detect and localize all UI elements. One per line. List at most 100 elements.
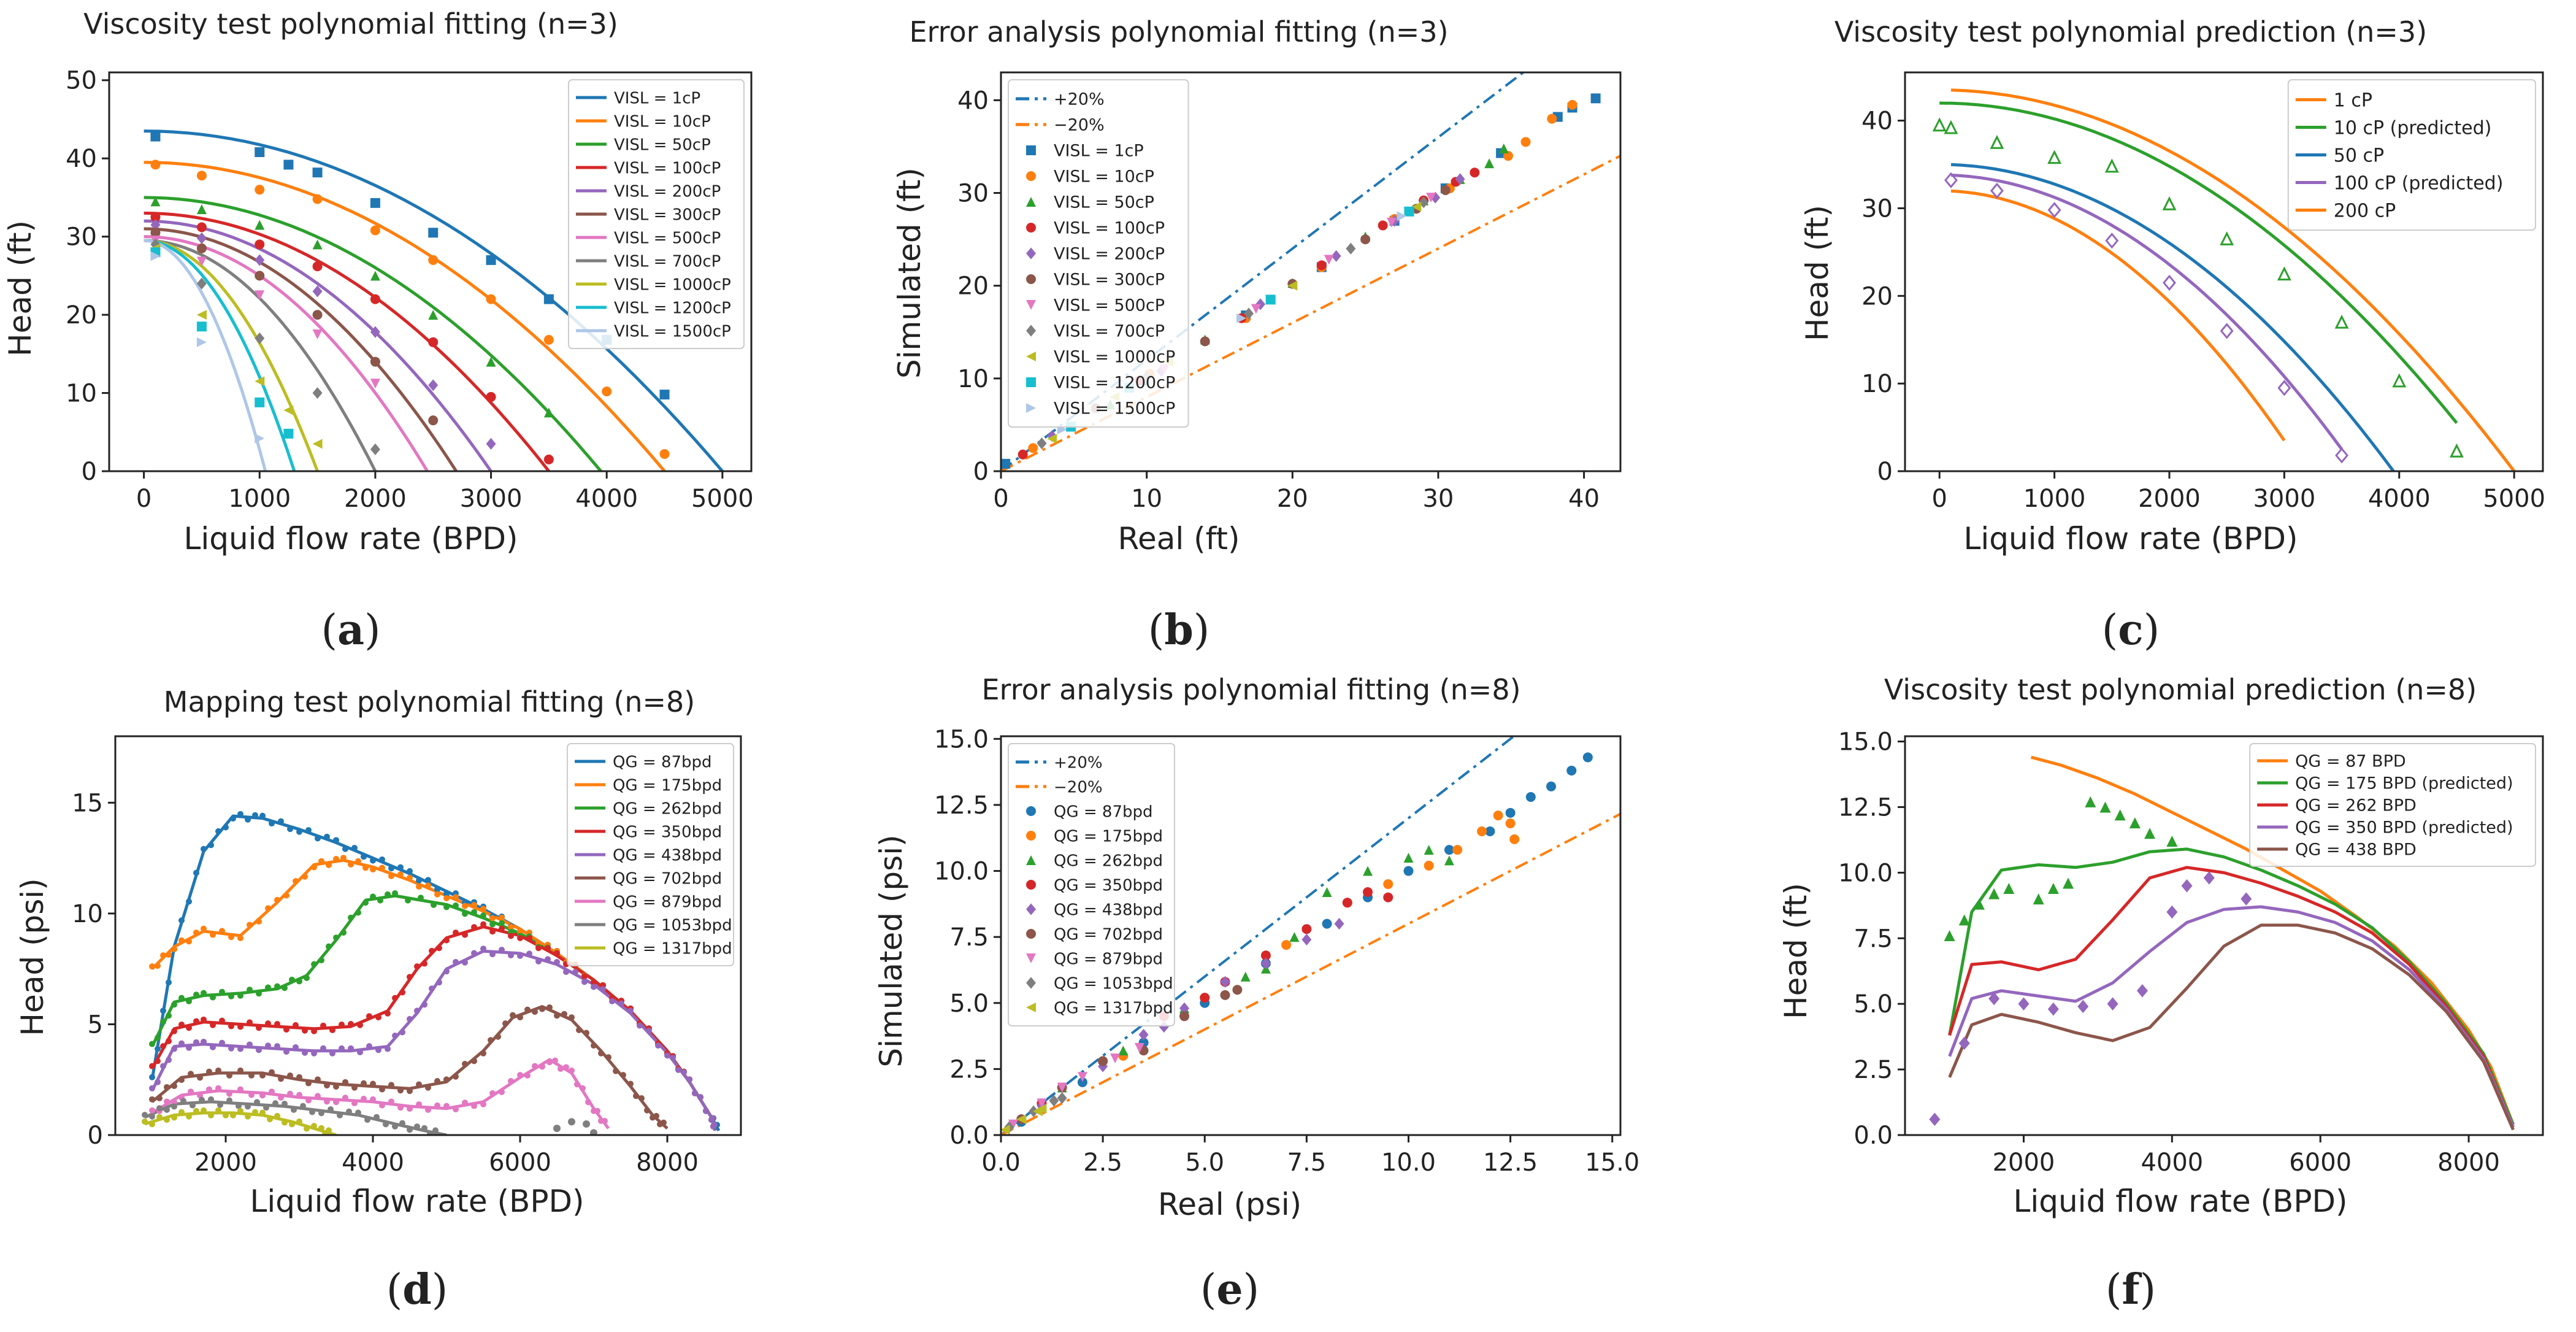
data-point (1485, 826, 1495, 836)
data-point (1567, 99, 1577, 110)
panel-title: Viscosity test polynomial prediction (n=… (1884, 673, 2477, 706)
data-point (379, 1102, 385, 1109)
legend-label: VISL = 1cP (1054, 142, 1144, 161)
data-point (255, 185, 265, 195)
data-point (1988, 991, 2000, 1006)
data-point (265, 1020, 271, 1027)
data-point (201, 845, 207, 852)
data-point (421, 1125, 427, 1131)
data-point (428, 337, 439, 347)
data-point (287, 826, 293, 833)
legend: 1 cP 10 cP (predicted) 50 cP 100 cP (predic… (2287, 79, 2537, 231)
data-point (434, 1078, 440, 1085)
series-line (144, 211, 550, 471)
data-point (2203, 871, 2215, 885)
data-point (1498, 143, 1509, 153)
data-point (346, 1108, 352, 1115)
y-tick-label: 10 (72, 900, 103, 928)
data-point (283, 405, 294, 415)
data-point (245, 1113, 251, 1120)
data-point (480, 1101, 486, 1107)
data-point (228, 1023, 234, 1030)
data-point (302, 873, 308, 880)
data-point (407, 1015, 413, 1022)
data-point (489, 951, 496, 958)
data-point (471, 1103, 477, 1109)
data-point (428, 415, 439, 426)
legend: +20% −20% QG = 87bpd QG = 175bpd QG = 262bpd… (1008, 743, 1175, 1026)
data-point (291, 1106, 297, 1113)
y-tick-label: 10 (957, 365, 989, 393)
data-point (274, 983, 280, 990)
data-point (355, 858, 361, 864)
x-tick-label: 2000 (344, 485, 407, 513)
data-point (324, 833, 330, 840)
axes-frame (108, 71, 753, 472)
y-tick-label: 10 (1861, 370, 1893, 398)
legend-label: QG = 879bpd (1054, 950, 1163, 968)
data-point (517, 1014, 523, 1021)
data-point (1244, 307, 1254, 320)
data-point (342, 845, 348, 852)
data-point (2047, 150, 2062, 164)
data-point (480, 945, 486, 952)
data-point (196, 277, 207, 290)
data-point (399, 1029, 405, 1036)
data-point (627, 1080, 634, 1087)
legend-box (1008, 743, 1175, 1026)
data-point (1455, 173, 1465, 185)
legend-label: VISL = 500cP (1054, 296, 1165, 315)
data-point (495, 1033, 501, 1040)
data-point (414, 1123, 420, 1130)
data-point (590, 1129, 597, 1135)
panel-title: Viscosity test polynomial fitting (n=3) (83, 7, 618, 40)
data-point (388, 1098, 394, 1105)
data-point (443, 904, 450, 910)
axes-frame (1904, 735, 2544, 1136)
data-point (517, 928, 523, 935)
series-line (2030, 755, 2515, 1125)
x-tick-label: 0.0 (981, 1149, 1021, 1177)
data-point (237, 1045, 243, 1052)
x-tick-label: 20 (1277, 485, 1308, 513)
x-tick-label: 1000 (2023, 485, 2086, 513)
data-point (711, 1122, 718, 1128)
data-point (1251, 304, 1261, 314)
data-point (655, 1042, 661, 1049)
data-point (150, 228, 161, 238)
x-tick-label: 4000 (342, 1149, 404, 1177)
data-point (1281, 940, 1292, 950)
data-point (215, 1067, 221, 1074)
data-point (150, 251, 161, 261)
data-point (434, 1102, 440, 1109)
data-point (1444, 845, 1454, 855)
legend: VISL = 1cP VISL = 10cP VISL = 50cP VISL = 1… (567, 79, 745, 349)
data-point (425, 1106, 431, 1113)
data-point (388, 872, 394, 879)
data-point (1477, 826, 1487, 836)
legend-label: QG = 1317bpd (1054, 999, 1173, 1017)
panel-e-error-analysis-n8: Error analysis polynomial fitting (n=8) … (873, 673, 1639, 1314)
legend-label: VISL = 700cP (614, 252, 721, 271)
legend-label: −20% (1054, 778, 1103, 796)
data-point (1932, 117, 1947, 132)
data-point (686, 1076, 692, 1083)
panel-caption: (a) (321, 606, 380, 655)
data-point (659, 448, 670, 459)
data-point (421, 1001, 427, 1008)
data-point (282, 1119, 288, 1126)
data-point (1547, 114, 1557, 124)
y-tick-label: 30 (66, 223, 97, 252)
data-point (265, 905, 271, 912)
data-point (1944, 172, 1958, 188)
legend-label: VISL = 1cP (614, 89, 700, 107)
data-point (576, 1026, 582, 1033)
data-point (219, 928, 225, 934)
data-point (269, 1088, 275, 1095)
data-point (210, 931, 216, 938)
data-point (407, 1126, 413, 1133)
x-axis-label: Real (psi) (1158, 1187, 1301, 1222)
data-point (453, 902, 459, 909)
data-point (1973, 898, 1985, 910)
data-point (1037, 1103, 1047, 1114)
